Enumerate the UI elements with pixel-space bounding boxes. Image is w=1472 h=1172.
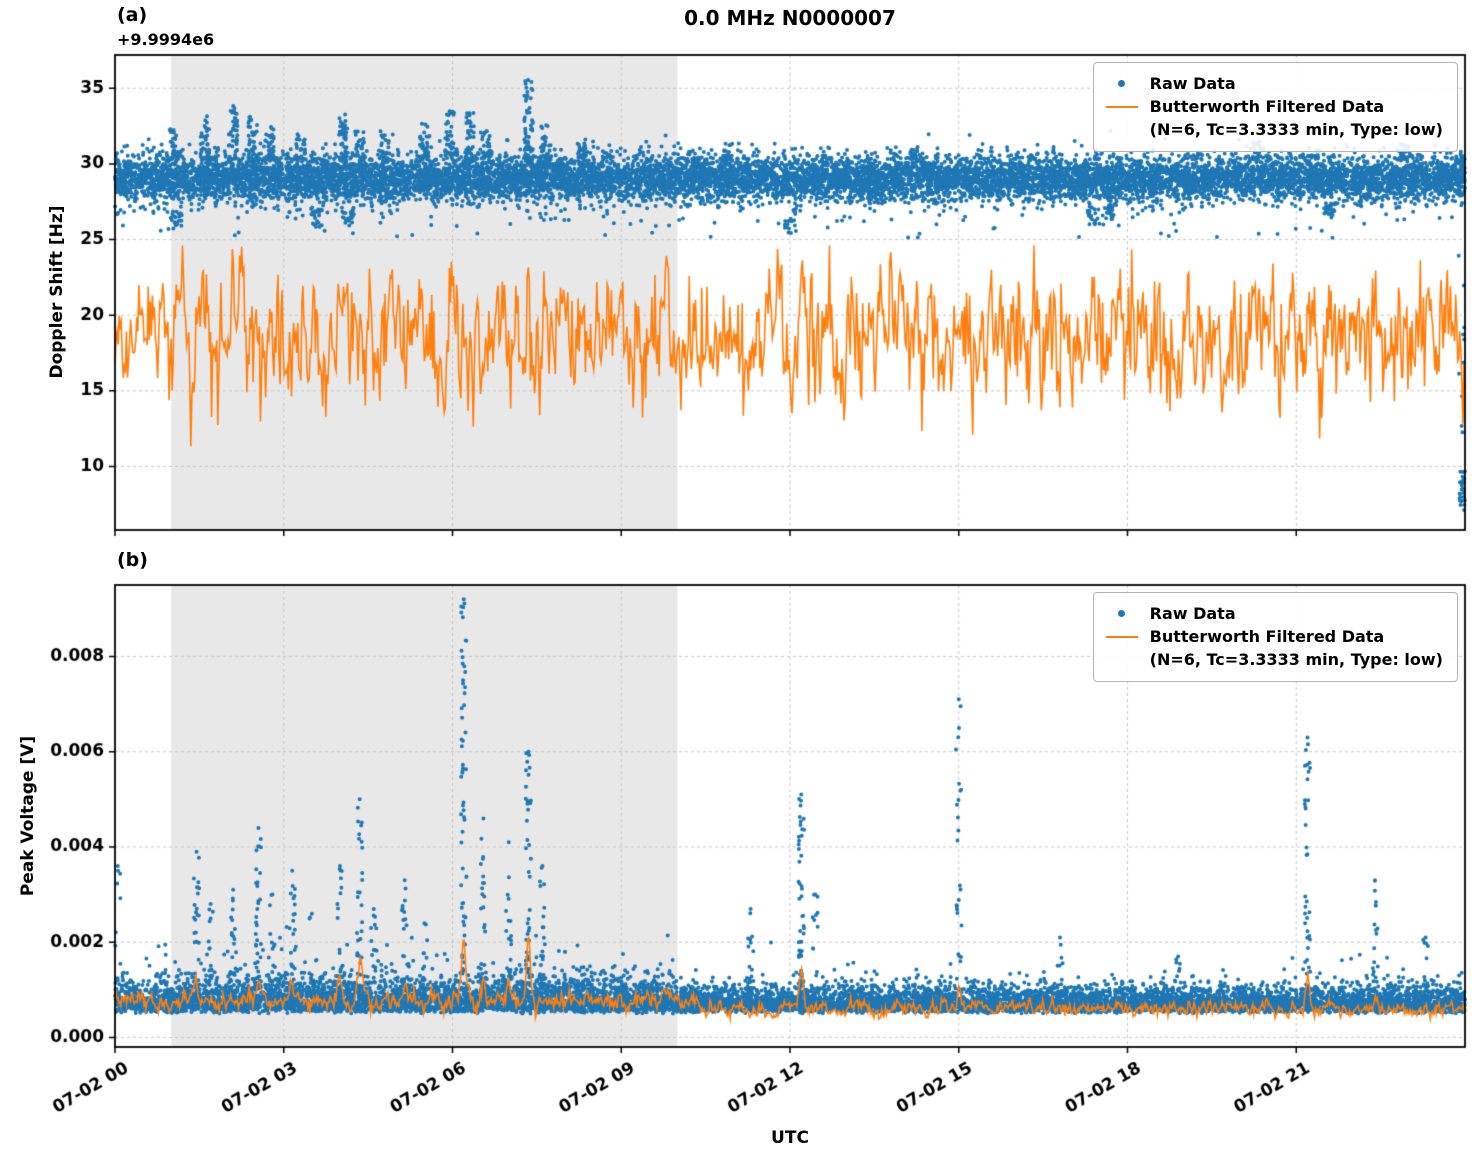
legend-swatch-cell bbox=[1104, 635, 1140, 638]
legend-panel-b: Raw Data Butterworth Filtered Data (N=6,… bbox=[1092, 592, 1458, 682]
legend-panel-a: Raw Data Butterworth Filtered Data (N=6,… bbox=[1092, 62, 1458, 152]
xlabel-utc: UTC bbox=[771, 1128, 809, 1148]
raw-data-marker-icon bbox=[1118, 610, 1126, 618]
legend-swatch-cell bbox=[1104, 80, 1140, 88]
legend-filtered-sublabel: (N=6, Tc=3.3333 min, Type: low) bbox=[1149, 650, 1443, 670]
legend-filtered-sublabel: (N=6, Tc=3.3333 min, Type: low) bbox=[1149, 120, 1443, 140]
legend-raw-label: Raw Data bbox=[1149, 604, 1236, 623]
legend-swatch-cell bbox=[1104, 610, 1140, 618]
panel-a-label: (a) bbox=[117, 4, 148, 26]
legend-item-raw: Raw Data bbox=[1104, 602, 1443, 625]
panel-b-label: (b) bbox=[117, 549, 148, 571]
filtered-line-icon bbox=[1105, 635, 1138, 638]
legend-item-filtered: Butterworth Filtered Data bbox=[1104, 625, 1443, 648]
figure-title: 0.0 MHz N0000007 bbox=[684, 6, 896, 30]
ylabel-peak-voltage: Peak Voltage [V] bbox=[18, 735, 38, 897]
legend-item-filtered: Butterworth Filtered Data bbox=[1104, 95, 1443, 118]
legend-raw-label: Raw Data bbox=[1149, 74, 1236, 93]
legend-filtered-label: Butterworth Filtered Data bbox=[1149, 627, 1385, 647]
y-axis-offset-label: +9.9994e6 bbox=[117, 30, 215, 49]
legend-filtered-label: Butterworth Filtered Data bbox=[1149, 97, 1385, 117]
legend-swatch-cell bbox=[1104, 105, 1140, 108]
legend-item-raw: Raw Data bbox=[1104, 72, 1443, 95]
raw-data-marker-icon bbox=[1118, 80, 1126, 88]
ylabel-doppler-shift: Doppler Shift [Hz] bbox=[47, 205, 67, 379]
filtered-line-icon bbox=[1105, 105, 1138, 108]
